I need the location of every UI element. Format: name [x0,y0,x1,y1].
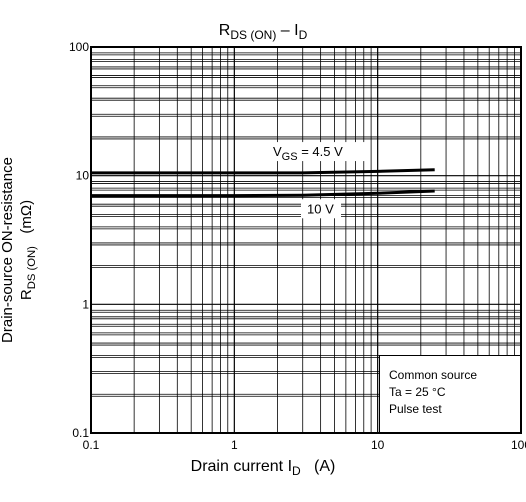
series-line-2 [91,191,435,196]
x-axis-label: Drain current ID (A) [0,458,526,478]
x-tick-label: 100 [511,438,526,452]
y-axis-label-line1: Drain-source ON-resistance [0,120,17,380]
y-axis-label-line2: RDS (ON) (mΩ) [17,120,42,380]
annotation-line-2: Ta = 25 °C [389,384,520,401]
annotation-line-3: Pulse test [389,401,520,418]
y-tick-label: 1 [82,297,89,311]
x-tick-label: 10 [371,438,385,452]
y-axis-label: Drain-source ON-resistance RDS (ON) (mΩ) [0,120,42,380]
series-labels: VGS = 4.5 V10 V [270,142,366,218]
y-tick-label: 10 [76,169,90,183]
series-line-1 [91,170,435,173]
chart-title: RDS (ON) – ID [0,22,526,42]
x-tick-label: 1 [231,438,238,452]
y-tick-label: 0.1 [72,426,89,440]
series-lines [91,170,435,196]
x-tick-label: 0.1 [83,438,100,452]
annotation-line-1: Common source [389,367,520,384]
annotation-box: Common source Ta = 25 °C Pulse test [379,355,521,433]
series-label-10v: 10 V [307,201,334,216]
